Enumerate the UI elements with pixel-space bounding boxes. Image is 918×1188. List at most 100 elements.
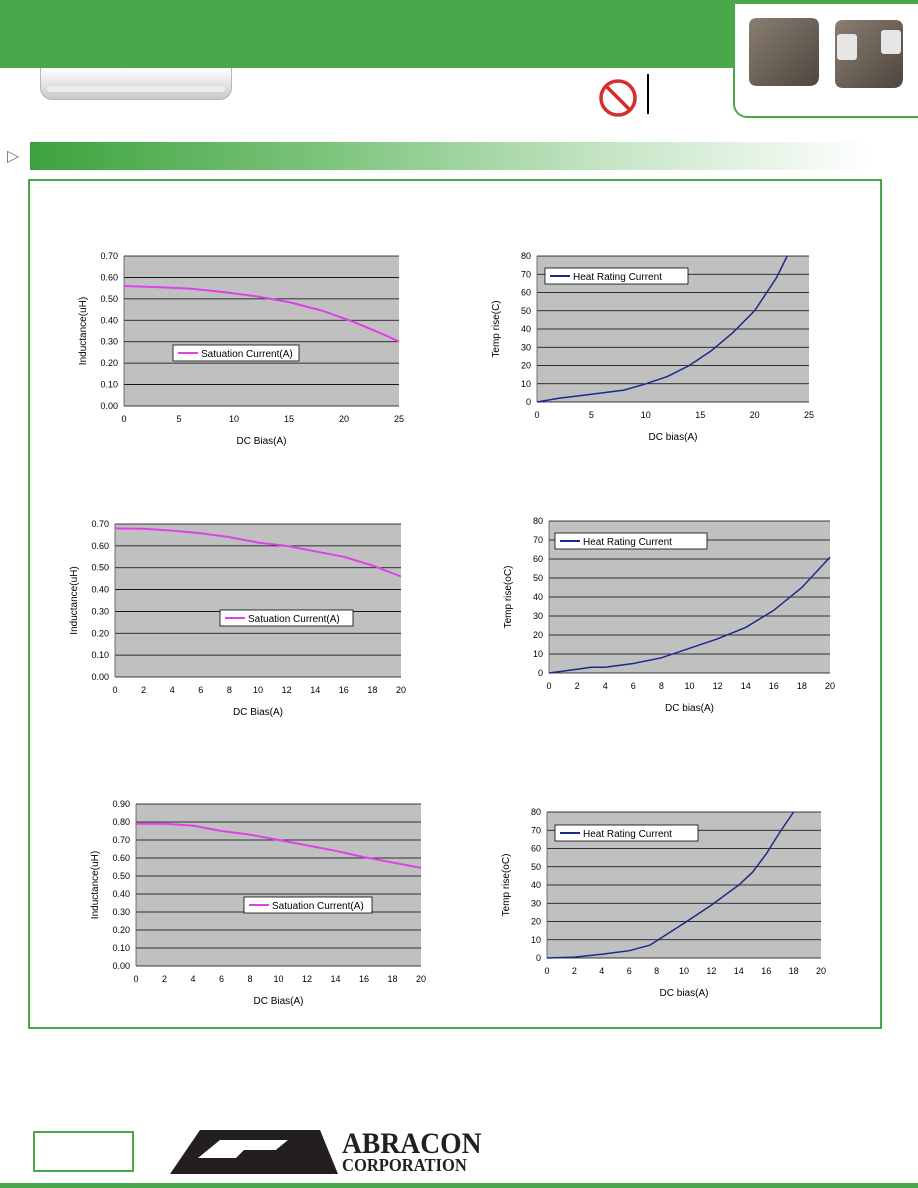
header-tab-pill	[40, 68, 232, 100]
series-line	[136, 822, 422, 869]
y-tick-label: 0.30	[91, 606, 109, 616]
x-tick-label: 20	[750, 410, 760, 420]
x-tick-label: 18	[797, 681, 807, 691]
legend-box	[544, 267, 689, 285]
x-tick-label: 16	[359, 974, 369, 984]
legend-box	[243, 896, 373, 914]
chart-temp-rise-3: 0 10 20 30 40 50 60 70 80 0 2 4 6 8 10 12 14 16 18 20 DC bia…	[501, 807, 826, 999]
x-tick-label: 2	[572, 966, 577, 976]
y-tick-label: 50	[521, 306, 531, 316]
brand-subtitle: CORPORATION	[342, 1155, 467, 1175]
legend-label: Satuation Current(A)	[248, 614, 340, 625]
y-tick-label: 80	[531, 807, 541, 817]
x-axis-label: DC Bias(A)	[236, 436, 286, 447]
y-tick-label: 80	[533, 516, 543, 526]
y-tick-label: 0.30	[100, 337, 118, 347]
x-tick-label: 12	[706, 966, 716, 976]
x-tick-label: 15	[284, 414, 294, 424]
x-tick-label: 18	[387, 974, 397, 984]
series-line	[546, 811, 795, 959]
chart-inductance-1: 0.00 0.10 0.20 0.30 0.40 0.50 0.60 0.70 0 5 10 15 20…	[78, 251, 404, 447]
x-tick-label: 16	[769, 681, 779, 691]
x-tick-label: 25	[394, 414, 404, 424]
x-tick-label: 15	[695, 410, 705, 420]
page-number-box	[33, 1131, 134, 1172]
y-tick-label: 70	[521, 269, 531, 279]
y-tick-label: 30	[531, 898, 541, 908]
abracon-logo-icon	[170, 1130, 338, 1174]
y-tick-label: 0	[538, 668, 543, 678]
y-tick-label: 0.50	[112, 871, 130, 881]
x-axis-label: DC bias(A)	[660, 988, 709, 999]
chart-temp-rise-1: 0 10 20 30 40 50 60 70 80 0 5 10 15 20 25 DC bias(A) Tem…	[491, 251, 814, 443]
x-tick-label: 10	[679, 966, 689, 976]
y-tick-label: 10	[531, 935, 541, 945]
x-tick-label: 8	[227, 685, 232, 695]
y-tick-label: 0.40	[100, 315, 118, 325]
x-tick-label: 2	[162, 974, 167, 984]
x-tick-label: 20	[396, 685, 406, 695]
y-tick-label: 40	[521, 324, 531, 334]
series-line	[536, 255, 788, 403]
y-tick-label: 50	[533, 573, 543, 583]
x-tick-label: 10	[641, 410, 651, 420]
x-axis-label: DC Bias(A)	[253, 996, 303, 1007]
y-axis-label: Temp rise(oC)	[503, 566, 514, 629]
y-tick-label: 0.10	[100, 380, 118, 390]
y-axis-label: Inductance(uH)	[78, 297, 89, 365]
header-band	[0, 0, 735, 68]
chart-inductance-3: 0.00 0.10 0.20 0.30 0.40 0.50 0.60 0.70 0.80 0.90…	[90, 799, 426, 1007]
x-tick-label: 0	[546, 681, 551, 691]
x-tick-label: 12	[713, 681, 723, 691]
x-axis-label: DC bias(A)	[649, 432, 698, 443]
x-tick-label: 10	[684, 681, 694, 691]
legend-label: Heat Rating Current	[573, 272, 662, 283]
y-tick-label: 10	[521, 379, 531, 389]
x-tick-label: 5	[176, 414, 181, 424]
x-tick-label: 2	[141, 685, 146, 695]
divider	[647, 74, 649, 114]
y-tick-label: 30	[521, 342, 531, 352]
x-tick-label: 5	[589, 410, 594, 420]
product-photo-frame	[733, 0, 918, 118]
y-axis-label: Temp rise(oC)	[501, 854, 512, 917]
x-tick-label: 12	[302, 974, 312, 984]
y-tick-label: 0.70	[100, 251, 118, 261]
x-tick-label: 12	[282, 685, 292, 695]
legend-box	[554, 824, 699, 842]
x-tick-label: 14	[310, 685, 320, 695]
y-tick-label: 0.90	[112, 799, 130, 809]
y-tick-label: 0.10	[91, 650, 109, 660]
y-tick-label: 0.80	[112, 817, 130, 827]
y-axis-label: Inductance(uH)	[69, 566, 80, 634]
y-tick-label: 0.60	[91, 541, 109, 551]
y-tick-label: 0.70	[91, 519, 109, 529]
y-tick-label: 70	[531, 825, 541, 835]
y-tick-label: 20	[521, 361, 531, 371]
x-tick-label: 20	[416, 974, 426, 984]
y-tick-label: 40	[531, 880, 541, 890]
legend-box	[219, 609, 354, 627]
y-tick-label: 0	[536, 953, 541, 963]
plot-area	[136, 804, 421, 966]
x-tick-label: 0	[121, 414, 126, 424]
legend-label: Heat Rating Current	[583, 537, 672, 548]
chart-inductance-2: 0.00 0.10 0.20 0.30 0.40 0.50 0.60 0.70 0 2 4 6 8 10 1…	[69, 519, 406, 718]
x-tick-label: 6	[627, 966, 632, 976]
brand-name: ABRACON	[342, 1127, 482, 1160]
x-tick-label: 0	[544, 966, 549, 976]
x-tick-label: 10	[253, 685, 263, 695]
y-tick-label: 0.20	[91, 628, 109, 638]
y-tick-label: 10	[533, 649, 543, 659]
x-tick-label: 4	[170, 685, 175, 695]
plot-area	[115, 524, 401, 677]
x-tick-label: 20	[339, 414, 349, 424]
x-tick-label: 2	[575, 681, 580, 691]
legend-box	[554, 532, 708, 550]
y-tick-label: 0.30	[112, 907, 130, 917]
series-line	[114, 527, 402, 578]
y-tick-label: 60	[521, 288, 531, 298]
y-tick-label: 0.70	[112, 835, 130, 845]
y-tick-label: 60	[533, 554, 543, 564]
x-tick-label: 8	[654, 966, 659, 976]
